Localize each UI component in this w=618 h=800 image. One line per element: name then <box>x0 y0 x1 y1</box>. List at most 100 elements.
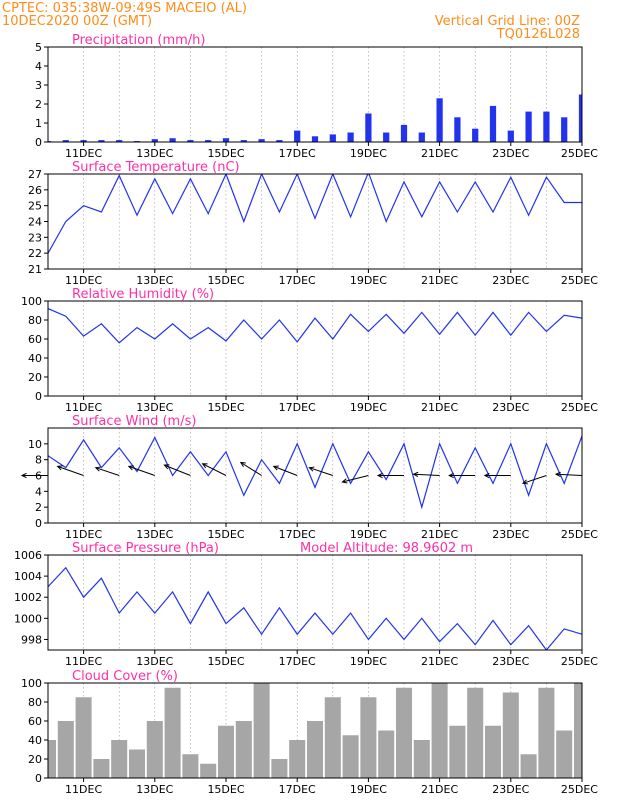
wind-arrow <box>201 463 227 476</box>
x-tick-label: 11DEC <box>65 401 102 414</box>
cloud-bar <box>271 759 288 778</box>
cloud-bar <box>200 763 217 778</box>
y-tick-label: 20 <box>28 753 42 766</box>
y-tick-label: 60 <box>28 333 42 346</box>
y-tick-label: 0 <box>35 772 42 785</box>
precipitation-bar <box>525 111 532 142</box>
x-tick-label: 21DEC <box>421 528 458 541</box>
wind-arrow <box>554 471 583 478</box>
wind-line <box>48 435 582 510</box>
x-tick-label: 17DEC <box>279 401 316 414</box>
cloud-bar <box>217 725 235 778</box>
precipitation-bar <box>222 138 230 142</box>
x-tick-label: 23DEC <box>492 655 529 668</box>
panel-temperature: 21 22 23 24 25 26 27 11DEC 13DEC 15DEC 17DEC 19DEC 2… <box>28 160 598 287</box>
y-tick-label: 0 <box>35 136 42 149</box>
wind-arrow <box>412 471 440 478</box>
x-tick-label: 17DEC <box>279 274 316 287</box>
y-tick-label: 24 <box>28 216 42 229</box>
panel-annotation: Model Altitude: 98.9602 m <box>300 541 473 556</box>
precipitation-bar <box>365 113 372 142</box>
x-tick-label: 19DEC <box>350 528 387 541</box>
wind-arrow <box>56 465 84 476</box>
panel-title: Surface Temperature (nC) <box>72 160 240 175</box>
x-tick-label: 21DEC <box>421 401 458 414</box>
x-tick-label: 15DEC <box>207 274 244 287</box>
wind-arrow <box>448 472 476 479</box>
x-tick-label: 15DEC <box>207 783 244 796</box>
precipitation-bar <box>436 98 443 142</box>
y-tick-label: 4 <box>35 485 42 498</box>
precipitation-bar <box>454 117 461 142</box>
x-tick-label: 13DEC <box>136 655 173 668</box>
x-tick-label: 15DEC <box>207 655 244 668</box>
x-tick-label: 19DEC <box>350 274 387 287</box>
y-tick-label: 0 <box>35 390 42 403</box>
x-tick-label: 13DEC <box>136 783 173 796</box>
panel-title: Precipitation (mm/h) <box>72 33 205 48</box>
temperature-line <box>48 174 582 254</box>
cloud-bar <box>431 683 448 778</box>
cloud-bar <box>235 721 252 778</box>
y-tick-label: 40 <box>28 352 42 365</box>
x-tick-label: 15DEC <box>207 528 244 541</box>
cloud-bar <box>146 721 163 778</box>
precipitation-bar <box>543 111 550 142</box>
x-tick-label: 19DEC <box>350 147 387 160</box>
y-tick-label: 100 <box>21 295 42 308</box>
x-tick-label: 19DEC <box>350 783 387 796</box>
precipitation-bar <box>347 132 354 142</box>
x-tick-label: 15DEC <box>207 401 244 414</box>
x-tick-label: 13DEC <box>136 528 173 541</box>
cloud-bar <box>502 692 519 778</box>
precipitation-bar <box>311 136 319 142</box>
panel-title: Surface Pressure (hPa) <box>72 541 219 556</box>
cloud-bar <box>378 730 395 778</box>
y-tick-label: 10 <box>28 438 42 451</box>
x-tick-label: 17DEC <box>279 528 316 541</box>
station-line: CPTEC: 035:38W-09:49S MACEIO (AL) <box>2 1 247 16</box>
precipitation-bar <box>80 140 87 142</box>
precipitation-bar <box>276 140 283 142</box>
cloud-bar <box>128 749 146 778</box>
cloud-bar <box>57 721 74 778</box>
x-tick-label: 23DEC <box>492 528 529 541</box>
grid-line-note: Vertical Grid Line: 00Z <box>435 14 580 29</box>
precipitation-bar <box>329 134 336 142</box>
cloud-bar <box>164 687 181 778</box>
y-tick-label: 60 <box>28 715 42 728</box>
precipitation-bar <box>561 117 568 142</box>
y-tick-label: 21 <box>28 263 42 276</box>
x-tick-label: 21DEC <box>421 783 458 796</box>
cloud-bar <box>342 735 359 778</box>
x-tick-label: 25DEC <box>561 401 598 414</box>
wind-arrow <box>308 466 333 476</box>
y-tick-label: 20 <box>28 371 42 384</box>
panel-cloud: 0 20 40 60 80 100 11DEC 13DEC 15DEC 17DEC 19DEC 21D… <box>21 669 598 796</box>
wind-arrow <box>341 475 369 484</box>
pressure-line <box>48 566 582 650</box>
cloud-bar <box>324 697 341 778</box>
cloud-bar <box>573 683 582 778</box>
date-line: 10DEC2020 00Z (GMT) <box>2 14 152 29</box>
panel-frame <box>47 554 583 651</box>
precipitation-bar <box>187 140 194 142</box>
y-tick-label: 1000 <box>14 612 42 625</box>
precipitation-bar <box>578 94 582 142</box>
precipitation-bar <box>400 124 408 142</box>
y-tick-label: 100 <box>21 677 42 690</box>
y-tick-label: 22 <box>28 247 42 260</box>
cloud-bar <box>395 687 413 778</box>
wind-arrow <box>127 465 155 476</box>
precipitation-bar <box>258 139 265 142</box>
x-tick-label: 21DEC <box>421 274 458 287</box>
cloud-bar <box>556 730 573 778</box>
wind-arrow <box>20 472 48 479</box>
y-tick-label: 1 <box>35 117 42 130</box>
x-tick-label: 19DEC <box>350 655 387 668</box>
precipitation-bar <box>418 132 425 142</box>
cloud-bar <box>538 687 555 778</box>
precipitation-bar <box>169 138 176 142</box>
x-tick-label: 11DEC <box>65 783 102 796</box>
